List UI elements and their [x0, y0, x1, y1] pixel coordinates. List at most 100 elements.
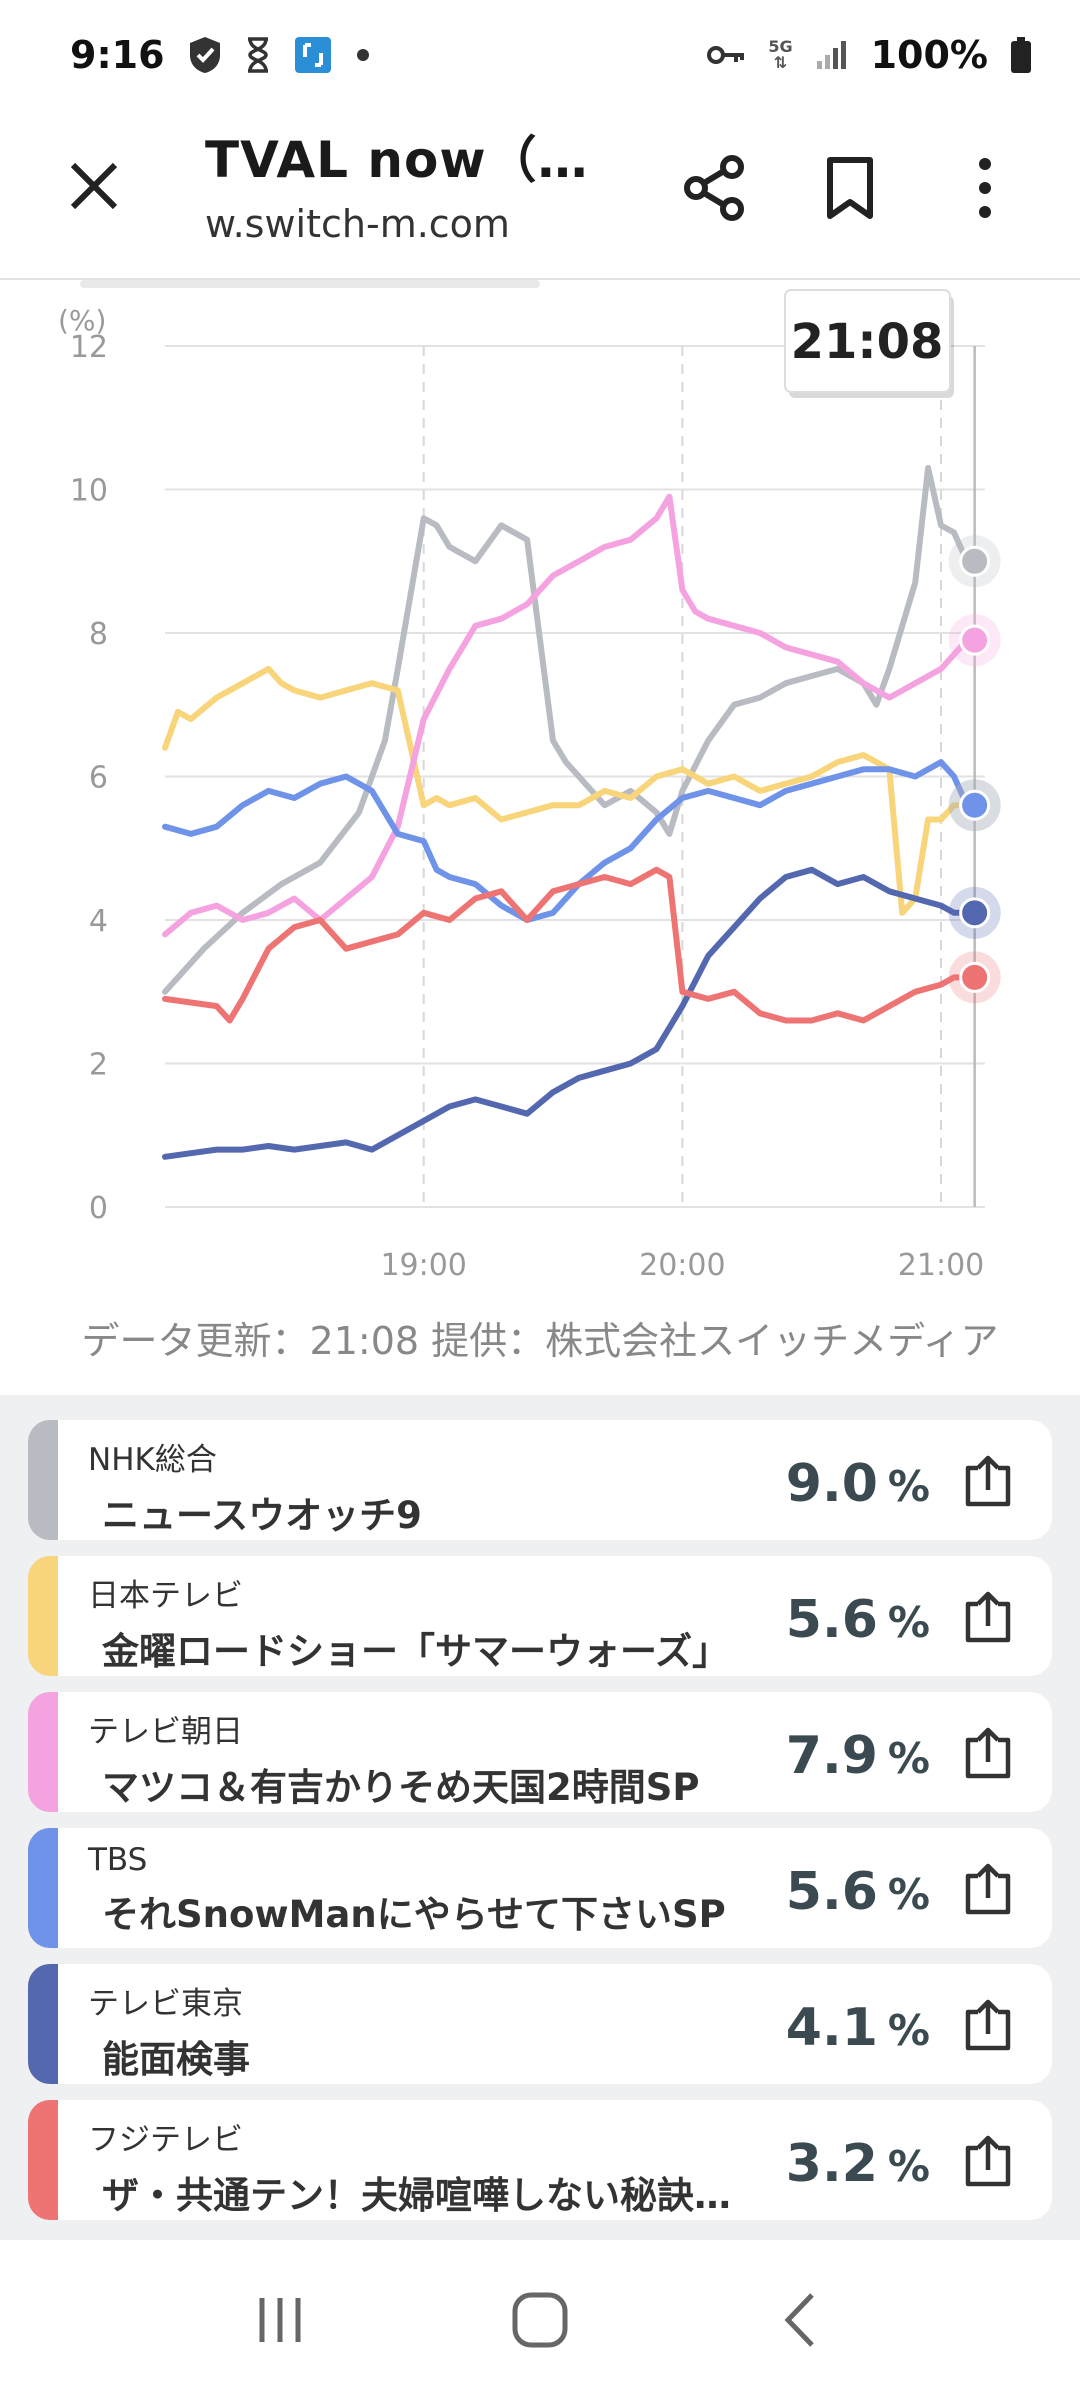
program-title: マツコ＆有吉かりそめ天国2時間SP: [102, 1766, 700, 1809]
rating-value: 7.9%: [786, 1726, 930, 1786]
chart-footer: データ更新：21:08 提供：株式会社スイッチメディア: [81, 1319, 999, 1363]
rating-number: 5.6: [785, 1590, 878, 1650]
channel-name: TBS: [88, 1842, 148, 1878]
y-tick-label: 10: [70, 474, 108, 509]
y-tick-label: 4: [89, 904, 108, 939]
rating-unit: %: [887, 1734, 930, 1783]
x-tick-label: 20:00: [639, 1248, 725, 1283]
channel-name: フジテレビ: [88, 2122, 243, 2158]
status-bar: 9:16 5G ⇅ 100%: [0, 0, 1080, 110]
line-chart-svg[interactable]: 0 2 4 6 8 10 12(%) 19:00 20:00 21:00 21:08: [0, 280, 1080, 1310]
series-marker: [959, 897, 991, 929]
channel-card[interactable]: 日本テレビ 金曜ロードショー「サマーウォーズ」 5.6%: [28, 1556, 1052, 1676]
rating-unit: %: [887, 2142, 930, 2191]
bookmark-button[interactable]: [810, 148, 890, 228]
program-title: それSnowManにやらせて下さいSP: [102, 1893, 726, 1936]
battery-percent: 100%: [870, 33, 988, 77]
tooltip-time: 21:08: [791, 314, 944, 370]
tooltip-box: [784, 289, 951, 393]
home-icon: [512, 2292, 568, 2348]
share-icon[interactable]: [960, 1862, 1016, 1918]
key-icon: [706, 43, 746, 67]
system-nav-bar: [0, 2240, 1080, 2400]
channel-card[interactable]: TBS それSnowManにやらせて下さいSP 5.6%: [28, 1828, 1052, 1948]
x-tick-label: 19:00: [380, 1248, 466, 1283]
back-icon: [784, 2293, 814, 2347]
channel-color-bar: [28, 2100, 58, 2220]
share-icon[interactable]: [960, 2134, 1016, 2190]
scroll-stub: [80, 280, 540, 288]
rating-value: 4.1%: [786, 1998, 930, 2058]
channel-text: テレビ朝日マツコ＆有吉かりそめ天国2時間SP: [88, 1706, 782, 1811]
rating-number: 7.9: [785, 1726, 878, 1786]
channel-text: NHK総合 ニュースウオッチ9: [88, 1434, 782, 1539]
rating-number: 4.1: [785, 1998, 878, 2058]
rating-unit: %: [887, 1870, 930, 1919]
more-menu-button[interactable]: [945, 148, 1025, 228]
bookmark-icon: [827, 157, 873, 219]
browser-toolbar: TVAL now（… w.switch-m.com: [0, 110, 1080, 280]
rating-value: 5.6%: [786, 1590, 930, 1650]
channel-card[interactable]: フジテレビ ザ・共通テン！夫婦喧嘩しない秘訣… 3.2%: [28, 2100, 1052, 2220]
app-badge-icon: [293, 35, 333, 75]
5g-icon: 5G ⇅: [768, 39, 792, 71]
more-vert-icon: [979, 158, 991, 218]
share-icon[interactable]: [960, 1726, 1016, 1782]
recents-button[interactable]: [235, 2275, 325, 2365]
ratings-chart[interactable]: 0 2 4 6 8 10 12 (%) 19:00 20:00 21:00 21:08: [0, 280, 1080, 1390]
channel-text: フジテレビ ザ・共通テン！夫婦喧嘩しない秘訣…: [88, 2114, 782, 2219]
channel-card[interactable]: NHK総合 ニュースウオッチ9 9.0%: [28, 1420, 1052, 1540]
y-tick-label: 8: [89, 617, 108, 652]
channel-color-bar: [28, 1556, 58, 1676]
signal-icon: [815, 39, 849, 71]
channel-card[interactable]: テレビ朝日 マツコ＆有吉かりそめ天国2時間SP 7.9%: [28, 1692, 1052, 1812]
rating-number: 9.0: [785, 1454, 878, 1514]
channel-name: 日本テレビ: [88, 1578, 243, 1614]
home-button[interactable]: [495, 2275, 585, 2365]
back-button[interactable]: [755, 2275, 845, 2365]
share-icon[interactable]: [960, 1590, 1016, 1646]
channel-color-bar: [28, 1692, 58, 1812]
rating-unit: %: [887, 1598, 930, 1647]
rating-unit: %: [887, 2006, 930, 2055]
series-line: [162, 866, 970, 1160]
y-tick-label: 12: [70, 330, 108, 365]
x-tick-label: 21:00: [898, 1248, 984, 1283]
channel-card[interactable]: テレビ東京 能面検事 4.1%: [28, 1964, 1052, 2084]
y-tick-label: 0: [89, 1191, 108, 1226]
y-tick-label: 6: [89, 761, 108, 796]
share-button[interactable]: [675, 148, 755, 228]
channel-text: テレビ東京 能面検事: [88, 1978, 782, 2083]
channel-text: 日本テレビ金曜ロードショー「サマーウォーズ」: [88, 1570, 782, 1675]
channel-color-bar: [28, 1964, 58, 2084]
rating-value: 5.6%: [786, 1862, 930, 1922]
series-marker: [959, 789, 991, 821]
page-url[interactable]: w.switch-m.com: [205, 202, 510, 246]
status-time: 9:16: [70, 33, 165, 77]
y-unit-label: (%): [58, 304, 106, 337]
program-title: 金曜ロードショー「サマーウォーズ」: [102, 1630, 730, 1673]
rating-value: 3.2%: [786, 2134, 930, 2194]
channel-text: TBS それSnowManにやらせて下さいSP: [88, 1842, 782, 1938]
channel-name: テレビ朝日: [88, 1714, 243, 1750]
series-line: [162, 493, 970, 938]
rating-unit: %: [887, 1462, 930, 1511]
share-icon[interactable]: [960, 1454, 1016, 1510]
series-line: [162, 759, 970, 923]
program-title: ニュースウオッチ9: [102, 1494, 422, 1537]
share-icon[interactable]: [960, 1998, 1016, 2054]
y-tick-label: 2: [89, 1048, 108, 1083]
series-line: [162, 665, 970, 916]
battery-icon: [1010, 36, 1032, 74]
series-marker: [959, 624, 991, 656]
series-marker: [959, 545, 991, 577]
network-label: 5G: [768, 37, 793, 56]
rating-value: 9.0%: [786, 1454, 930, 1514]
close-button[interactable]: [58, 150, 130, 222]
recents-icon: [259, 2298, 301, 2342]
series-line: [162, 866, 970, 1024]
series-marker: [959, 961, 991, 993]
rating-number: 3.2: [785, 2134, 878, 2194]
channel-color-bar: [28, 1828, 58, 1948]
rating-number: 5.6: [785, 1862, 878, 1922]
